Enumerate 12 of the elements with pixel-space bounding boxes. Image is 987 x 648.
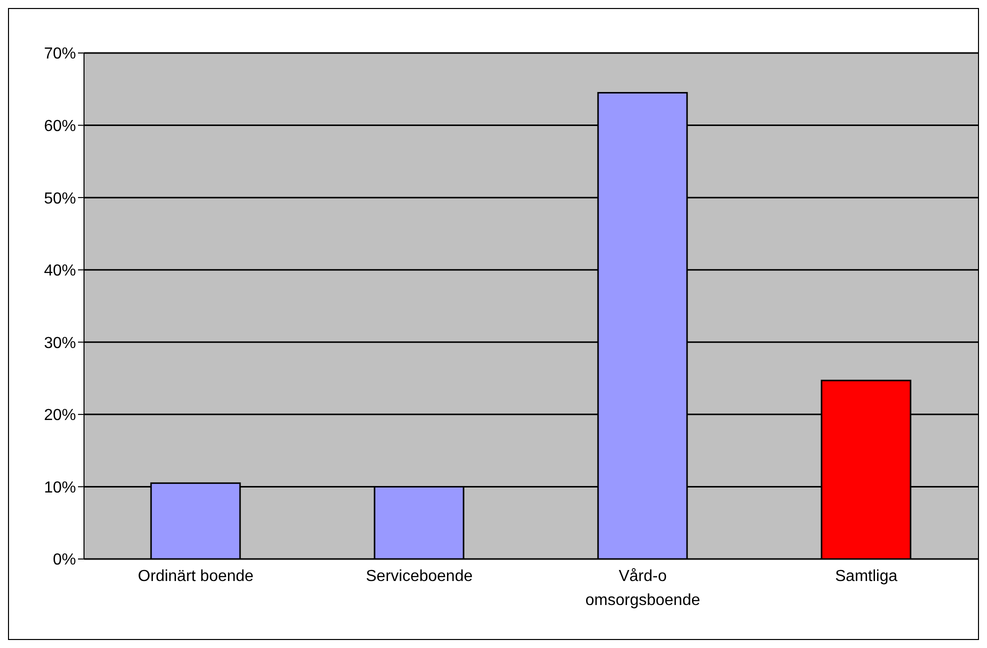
y-tick-label: 30%	[44, 334, 76, 352]
x-tick-label: Ordinärt boende	[138, 568, 254, 585]
x-tick-label: Samtliga	[835, 568, 898, 585]
y-tick-label: 20%	[44, 407, 76, 424]
y-tick-label: 0%	[52, 552, 76, 569]
x-tick-label: Serviceboende	[366, 568, 473, 585]
y-tick-label: 10%	[44, 479, 76, 496]
y-tick-label: 70%	[44, 46, 76, 63]
y-tick-label: 50%	[44, 190, 76, 208]
y-tick-label: 60%	[44, 118, 76, 135]
x-tick-label: Vård-o omsorgsboende	[585, 568, 700, 609]
y-tick-label: 40%	[44, 262, 76, 280]
